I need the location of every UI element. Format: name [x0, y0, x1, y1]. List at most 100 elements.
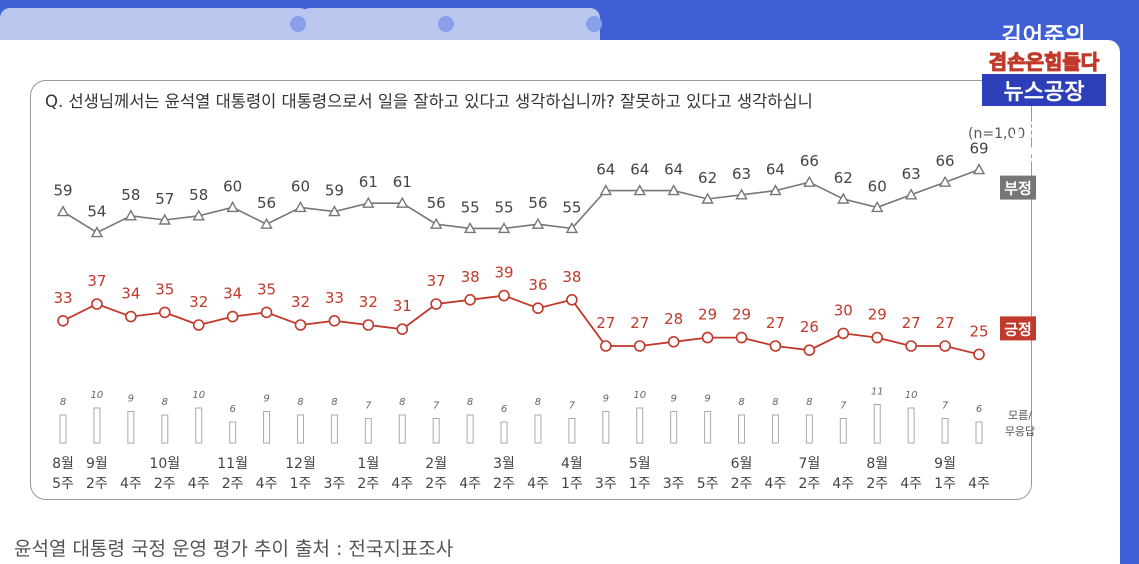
positive-value-label: 30 [834, 301, 853, 319]
no-answer-value-label: 7 [569, 401, 576, 412]
x-week-label: 4주 [188, 476, 210, 492]
no-answer-bar [568, 418, 576, 444]
negative-value-label: 61 [393, 173, 412, 191]
positive-value-label: 29 [868, 306, 887, 324]
negative-value-label: 60 [223, 177, 242, 195]
positive-value-label: 33 [53, 289, 72, 307]
no-answer-bar [398, 414, 406, 444]
positive-value-label: 36 [528, 276, 547, 294]
negative-value-label: 66 [800, 152, 819, 170]
x-week-label: 1주 [290, 476, 312, 492]
negative-point [294, 200, 307, 213]
positive-value-label: 38 [562, 268, 581, 286]
negative-point [904, 188, 918, 200]
x-week-label: 4주 [765, 476, 787, 492]
negative-value-label: 64 [596, 161, 615, 179]
x-week-label: 2주 [798, 476, 820, 492]
positive-point [498, 289, 510, 302]
positive-point [837, 327, 850, 340]
negative-value-label: 64 [664, 161, 683, 179]
negative-point [90, 226, 104, 238]
no-answer-bar [670, 411, 678, 444]
positive-value-label: 34 [121, 285, 140, 303]
background-dot [290, 16, 306, 32]
no-answer-bar [296, 414, 304, 444]
no-answer-value-label: 10 [91, 390, 104, 401]
no-answer-value-label: 8 [331, 397, 337, 408]
sample-size-note: (n=1,00 [968, 126, 1026, 142]
no-answer-bar [229, 421, 237, 444]
negative-value-label: 56 [528, 194, 547, 212]
x-week-label: 1주 [561, 476, 583, 492]
x-week-label: 3주 [324, 476, 346, 492]
x-month-label: 4월 [561, 456, 583, 472]
positive-value-label: 29 [698, 306, 717, 324]
negative-point [362, 196, 375, 208]
negative-point [803, 175, 816, 187]
negative-series-line [62, 168, 980, 234]
positive-point [158, 306, 171, 319]
positive-value-label: 37 [427, 272, 446, 290]
negative-value-label: 62 [834, 169, 853, 187]
negative-value-label: 63 [732, 165, 751, 183]
negative-value-label: 54 [87, 203, 106, 221]
x-week-label: 3주 [595, 476, 617, 492]
negative-value-label: 69 [969, 140, 988, 158]
no-answer-bar [636, 407, 644, 444]
no-answer-value-label: 9 [128, 394, 134, 405]
positive-point [328, 314, 341, 327]
positive-value-label: 27 [936, 314, 955, 332]
positive-value-label: 27 [596, 314, 615, 332]
negative-value-label: 66 [936, 152, 955, 170]
positive-value-label: 29 [732, 306, 751, 324]
logo-line-2: 겸손은힘들다 [988, 50, 1100, 75]
x-month-label: 8월 [866, 456, 888, 472]
positive-point [192, 319, 205, 331]
no-answer-value-label: 7 [433, 401, 440, 412]
x-week-label: 2주 [222, 476, 244, 492]
no-answer-value-label: 8 [162, 397, 168, 408]
x-week-label: 2주 [731, 476, 753, 492]
negative-value-label: 57 [155, 190, 174, 208]
x-week-label: 1주 [629, 476, 651, 492]
negative-value-label: 59 [325, 182, 344, 200]
no-answer-value-label: 9 [670, 394, 676, 405]
phone-number: 1877-1907 [1009, 118, 1079, 166]
negative-point [226, 200, 239, 213]
positive-value-label: 32 [291, 293, 310, 311]
negative-value-label: 61 [359, 173, 378, 191]
no-answer-value-label: 8 [399, 397, 405, 408]
x-week-label: 4주 [256, 476, 278, 492]
negative-point [735, 188, 748, 200]
no-answer-value-label: 10 [192, 390, 205, 401]
positive-point [226, 310, 239, 323]
no-answer-bar [432, 418, 440, 444]
negative-value-label: 55 [461, 198, 480, 216]
positive-point [430, 298, 442, 310]
negative-value-label: 60 [291, 177, 310, 195]
x-week-label: 5주 [697, 476, 719, 492]
x-month-label: 12월 [285, 456, 316, 472]
no-answer-value-label: 9 [263, 394, 269, 405]
positive-point [125, 310, 137, 323]
x-month-label: 9월 [86, 456, 108, 472]
x-week-label: 4주 [459, 476, 481, 492]
negative-value-label: 64 [630, 161, 649, 179]
positive-value-label: 35 [155, 280, 174, 298]
x-week-label: 1주 [934, 476, 956, 492]
no-answer-value-label: 8 [297, 397, 303, 408]
no-answer-bar [161, 414, 169, 444]
no-answer-bar [873, 404, 881, 444]
x-week-label: 4주 [900, 476, 922, 492]
logo-line-3: 뉴스공장 [982, 74, 1106, 106]
positive-value-label: 25 [969, 322, 988, 340]
no-answer-value-label: 8 [738, 397, 744, 408]
negative-point [871, 200, 884, 213]
negative-value-label: 58 [189, 186, 208, 204]
positive-value-label: 28 [664, 310, 683, 328]
positive-value-label: 37 [87, 272, 106, 290]
negative-value-label: 62 [698, 169, 717, 187]
negative-point [158, 213, 171, 225]
x-week-label: 4주 [120, 476, 142, 492]
negative-point [599, 184, 613, 196]
